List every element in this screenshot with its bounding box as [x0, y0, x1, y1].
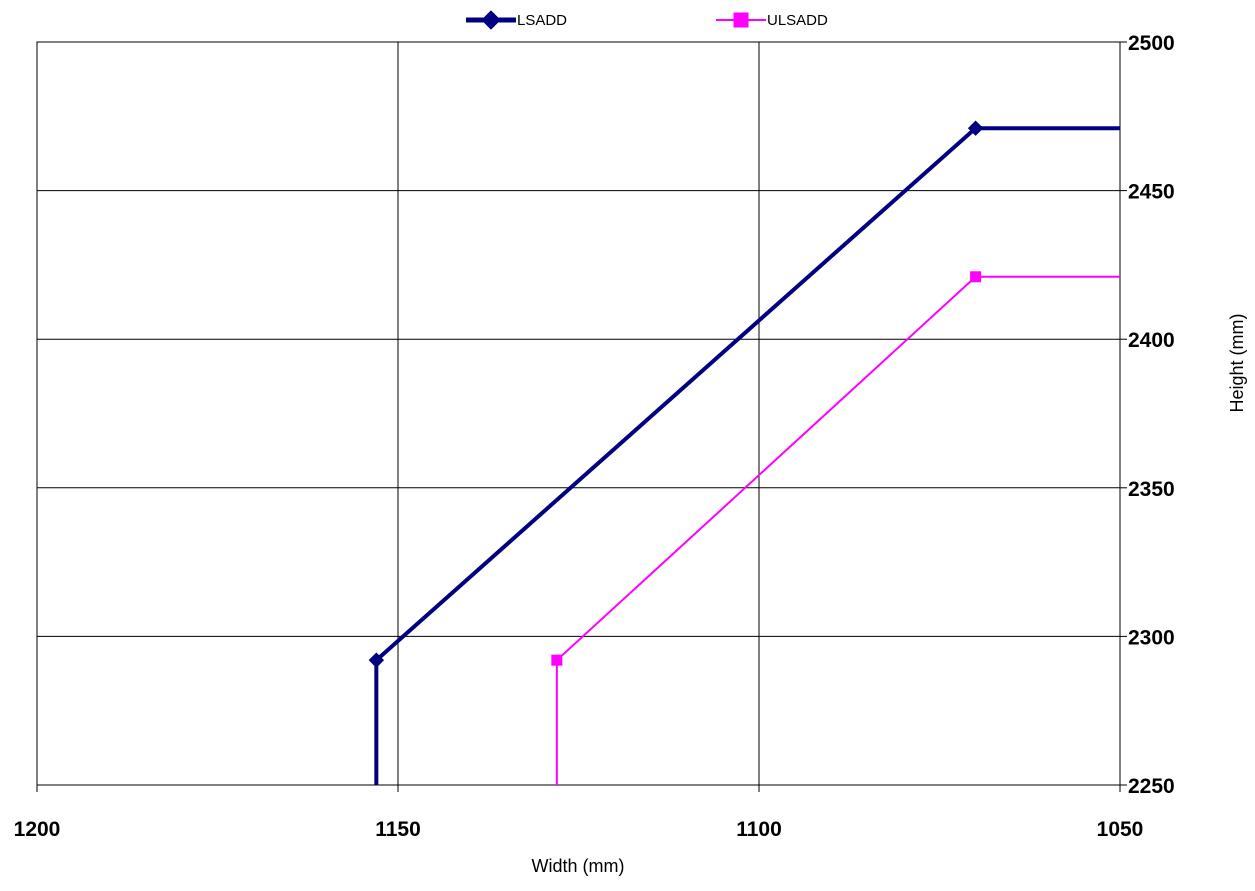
series-group — [368, 120, 1120, 785]
legend-marker-ulsadd — [733, 12, 749, 28]
x-tick-label: 1150 — [375, 818, 421, 841]
legend: LSADD ULSADD — [466, 10, 828, 30]
ulsadd-marker — [551, 654, 563, 666]
y-tick-label: 2300 — [1128, 626, 1175, 649]
plot-area — [37, 42, 1120, 785]
ulsadd-marker — [970, 271, 982, 283]
legend-marker-lsadd — [481, 10, 501, 30]
x-axis-title: Width (mm) — [532, 856, 625, 876]
lsadd-marker — [368, 652, 385, 668]
legend-label-lsadd: LSADD — [517, 12, 567, 29]
series-line-ulsadd — [555, 275, 1120, 785]
plot-border — [36, 41, 1121, 786]
series-line-lsadd — [374, 126, 1120, 785]
x-tick-label: 1050 — [1097, 818, 1144, 841]
series-lsadd — [368, 120, 1120, 785]
y-tick-label: 2500 — [1128, 32, 1175, 55]
y-tick-label: 2450 — [1128, 181, 1175, 204]
x-tick-label: 1100 — [736, 818, 782, 841]
y-tick-label: 2250 — [1128, 775, 1175, 798]
legend-item-ulsadd: ULSADD — [716, 12, 828, 29]
legend-label-ulsadd: ULSADD — [767, 12, 828, 29]
legend-item-lsadd: LSADD — [466, 10, 567, 30]
lsadd-marker — [967, 120, 984, 136]
y-axis-title: Height (mm) — [1227, 313, 1247, 412]
tick-labels: 2250 2300 2350 2400 2450 2500 1200 1150 1100 1050 — [14, 32, 1175, 841]
series-ulsadd — [551, 271, 1120, 785]
x-tick-label: 1200 — [14, 818, 61, 841]
y-tick-label: 2400 — [1128, 329, 1175, 352]
y-tick-label: 2350 — [1128, 478, 1175, 501]
